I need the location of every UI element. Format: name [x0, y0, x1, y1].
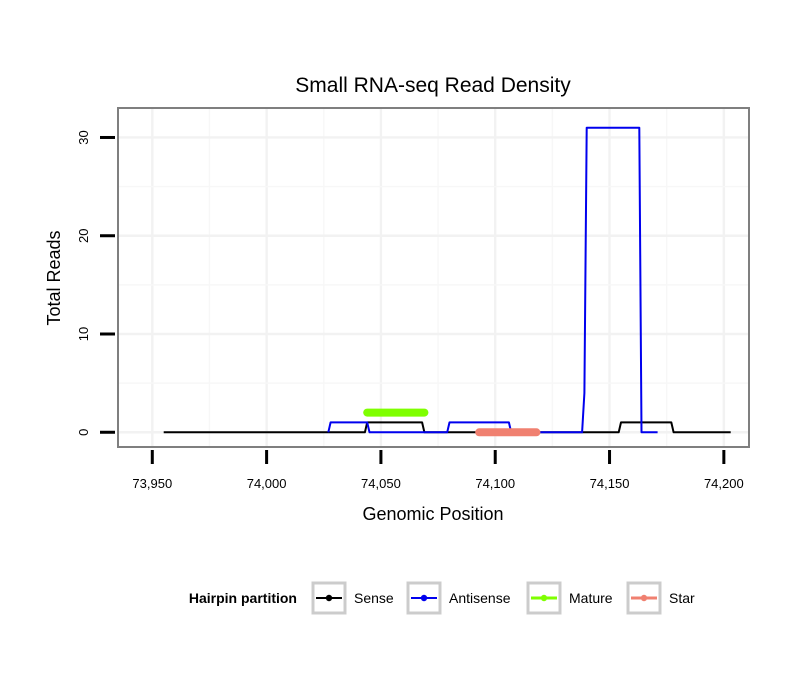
axes: 73,950 74,000 74,050 74,100 74,150 74,200 0 10 2…: [76, 130, 744, 491]
y-tick-label: 20: [76, 229, 91, 243]
x-tick-label: 74,150: [590, 476, 630, 491]
series-antisense-line: [327, 126, 658, 434]
panel-border: [117, 107, 750, 448]
legend-label-mature: Mature: [569, 590, 613, 606]
legend-key-point-antisense: [420, 594, 428, 602]
y-tick-label: 0: [76, 429, 91, 436]
x-tick-label: 74,100: [475, 476, 515, 491]
grid: [118, 108, 749, 447]
legend-label-antisense: Antisense: [449, 590, 511, 606]
x-axis-label: Genomic Position: [362, 504, 503, 524]
legend-label-sense: Sense: [354, 590, 394, 606]
legend: Hairpin partition Sense Antisense Mature St…: [189, 581, 695, 615]
y-axis-label: Total Reads: [44, 230, 64, 325]
legend-key-point-star: [640, 594, 648, 602]
plot-series: [163, 126, 731, 437]
x-tick-label: 73,950: [132, 476, 172, 491]
x-tick-label: 74,000: [247, 476, 287, 491]
legend-title: Hairpin partition: [189, 590, 297, 606]
y-tick-label: 30: [76, 130, 91, 144]
legend-key-point-mature: [540, 594, 548, 602]
y-tick-label: 10: [76, 327, 91, 341]
chart-title: Small RNA-seq Read Density: [295, 74, 571, 97]
x-tick-label: 74,200: [704, 476, 744, 491]
legend-label-star: Star: [669, 590, 695, 606]
x-tick-label: 74,050: [361, 476, 401, 491]
legend-key-point-sense: [325, 594, 333, 602]
